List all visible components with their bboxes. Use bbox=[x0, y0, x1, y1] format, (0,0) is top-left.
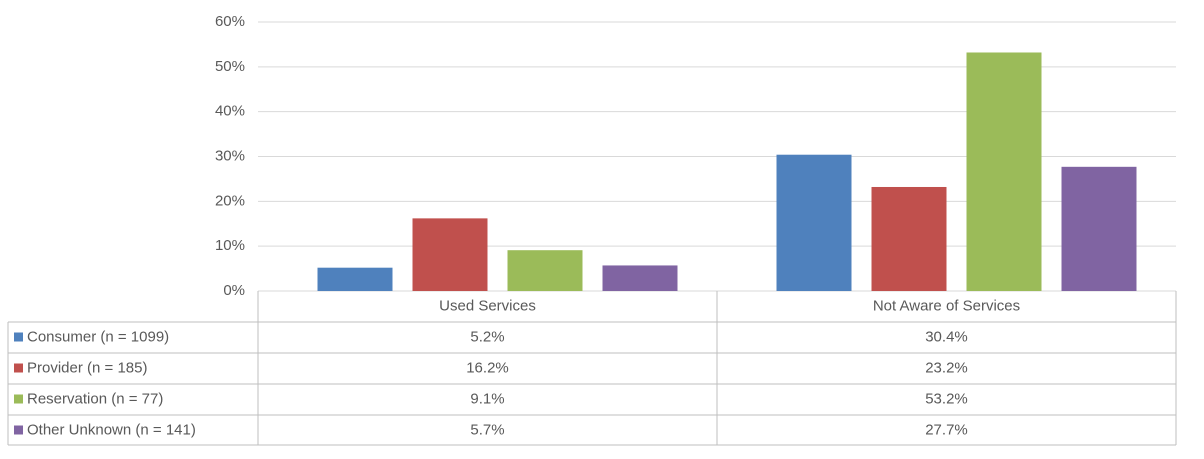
table-value: 5.2% bbox=[470, 328, 504, 345]
table-value: 53.2% bbox=[925, 390, 968, 407]
legend-swatch bbox=[14, 332, 23, 342]
bar bbox=[966, 52, 1042, 292]
y-tick-label: 60% bbox=[215, 13, 245, 30]
legend-swatch bbox=[14, 363, 23, 373]
legend-swatch bbox=[14, 425, 23, 435]
x-tick-label: Used Services bbox=[439, 297, 536, 314]
bar bbox=[776, 154, 852, 291]
y-tick-label: 20% bbox=[215, 192, 245, 209]
bar bbox=[412, 218, 488, 291]
legend-label: Reservation (n = 77) bbox=[27, 390, 163, 407]
legend-label: Consumer (n = 1099) bbox=[27, 328, 169, 345]
y-tick-label: 0% bbox=[223, 282, 245, 299]
y-tick-label: 30% bbox=[215, 147, 245, 164]
table-value: 23.2% bbox=[925, 359, 968, 376]
table-value: 30.4% bbox=[925, 328, 968, 345]
bar bbox=[317, 267, 393, 291]
bar bbox=[507, 250, 583, 291]
legend-label: Provider (n = 185) bbox=[27, 359, 147, 376]
table-value: 9.1% bbox=[470, 390, 504, 407]
legend-label: Other Unknown (n = 141) bbox=[27, 421, 196, 438]
bar bbox=[602, 265, 678, 291]
legend-swatch bbox=[14, 394, 23, 404]
bar bbox=[871, 186, 947, 291]
x-tick-label: Not Aware of Services bbox=[873, 297, 1020, 314]
y-tick-label: 50% bbox=[215, 58, 245, 75]
bar bbox=[1061, 166, 1137, 291]
y-tick-label: 10% bbox=[215, 237, 245, 254]
table-value: 5.7% bbox=[470, 421, 504, 438]
table-value: 16.2% bbox=[466, 359, 509, 376]
table-value: 27.7% bbox=[925, 421, 968, 438]
y-tick-label: 40% bbox=[215, 103, 245, 120]
